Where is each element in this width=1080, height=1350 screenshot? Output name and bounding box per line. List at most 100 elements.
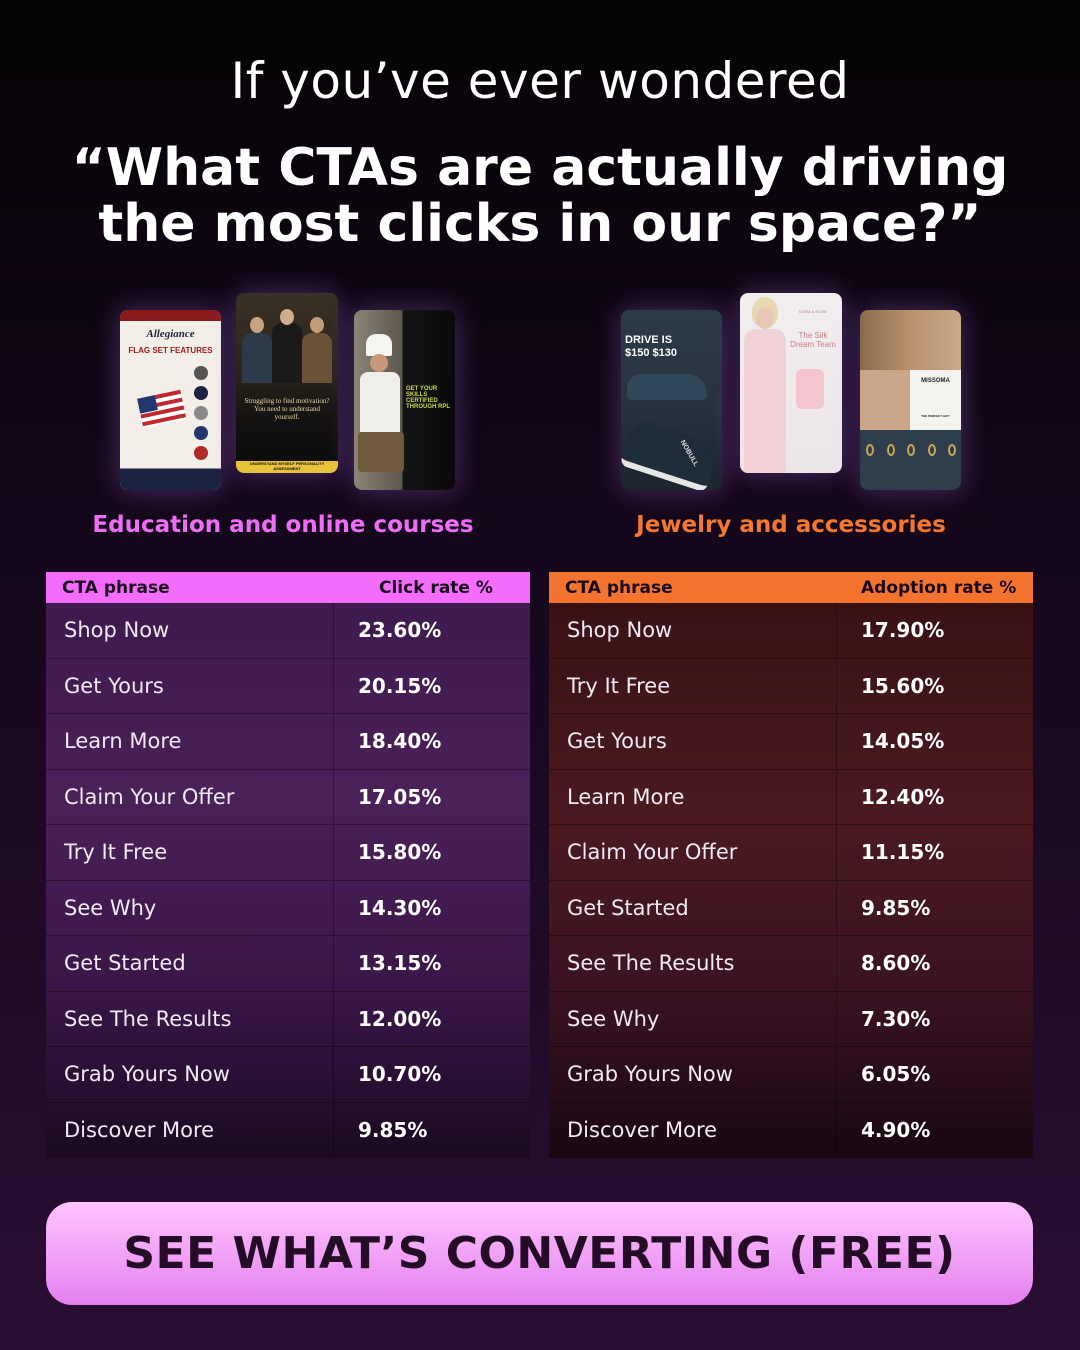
silk-text: The Silk Dream Team bbox=[790, 331, 836, 349]
table-row: Learn More 18.40% bbox=[46, 714, 530, 770]
table-row: Learn More 12.40% bbox=[549, 769, 1033, 825]
adoption-rate: 12.40% bbox=[861, 784, 945, 809]
jewelry-cta-table: CTA phrase Adoption rate % Shop Now 17.90… bbox=[549, 572, 1033, 1158]
shoe-graphic-top bbox=[627, 374, 707, 400]
table-row: Get Yours 20.15% bbox=[46, 658, 530, 714]
table-row: See The Results 12.00% bbox=[46, 991, 530, 1047]
cta-phrase: Shop Now bbox=[549, 603, 837, 658]
table-row: Try It Free 15.80% bbox=[46, 825, 530, 881]
cta-phrase: Get Yours bbox=[549, 714, 837, 769]
cta-phrase: See The Results bbox=[549, 936, 837, 991]
allegiance-heading: FLAG SET FEATURES bbox=[128, 346, 213, 355]
table-row: Grab Yours Now 6.05% bbox=[549, 1047, 1033, 1103]
cta-phrase: See Why bbox=[549, 991, 837, 1046]
jewelry-photo-left bbox=[860, 370, 910, 430]
table-row: Shop Now 17.90% bbox=[549, 603, 1033, 659]
adoption-rate: 8.60% bbox=[861, 951, 931, 976]
cta-phrase: See The Results bbox=[46, 991, 334, 1046]
headline-question: “What CTAs are actually driving the most… bbox=[71, 138, 1009, 254]
people-graphic bbox=[242, 303, 332, 383]
table-row: Claim Your Offer 11.15% bbox=[549, 825, 1033, 881]
table-row: Get Started 13.15% bbox=[46, 936, 530, 992]
ad-thumbnail-allegiance: Allegiance FLAG SET FEATURES bbox=[120, 310, 221, 490]
ad-thumbnail-silk: DORA & ROSE The Silk Dream Team bbox=[740, 293, 842, 473]
table-body: Shop Now 23.60% Get Yours 20.15% Learn Mor… bbox=[46, 603, 530, 1158]
click-rate: 12.00% bbox=[358, 1006, 442, 1031]
table-row: Shop Now 23.60% bbox=[46, 603, 530, 659]
ad-thumbnail-chef: GET YOUR SKILLS CERTIFIED THROUGH RPL bbox=[354, 310, 455, 490]
cta-phrase: Claim Your Offer bbox=[46, 769, 334, 824]
allegiance-brand: Allegiance bbox=[146, 328, 195, 340]
feature-icons bbox=[194, 366, 212, 460]
category-title-education: Education and online courses bbox=[92, 512, 474, 538]
column-header-rate: Click rate % bbox=[379, 577, 493, 598]
adoption-rate: 4.90% bbox=[861, 1118, 931, 1143]
cta-phrase: Get Started bbox=[46, 936, 334, 991]
table-row: See Why 7.30% bbox=[549, 991, 1033, 1047]
shoe-text: DRIVE IS $150 $130 bbox=[625, 334, 677, 359]
ad-thumbnail-missoma: MISSOMA THE PERFECT GIFT bbox=[860, 310, 961, 490]
cta-phrase: Try It Free bbox=[46, 825, 334, 880]
jewelry-photo-top bbox=[860, 310, 961, 370]
model-graphic bbox=[742, 293, 788, 473]
click-rate: 15.80% bbox=[358, 840, 442, 865]
column-header-phrase: CTA phrase bbox=[62, 577, 170, 598]
personality-footer bbox=[236, 461, 338, 473]
cta-phrase: Claim Your Offer bbox=[549, 825, 837, 880]
chef-text: GET YOUR SKILLS CERTIFIED THROUGH RPL bbox=[406, 386, 450, 410]
chef-graphic bbox=[358, 334, 404, 474]
missoma-text: THE PERFECT GIFT bbox=[921, 414, 950, 418]
cta-phrase: Shop Now bbox=[46, 603, 334, 658]
jewelry-panel bbox=[910, 370, 961, 430]
ad-thumbnail-shoes: DRIVE IS $150 $130 NOBULL bbox=[621, 310, 722, 490]
table-row: Get Started 9.85% bbox=[549, 880, 1033, 936]
cta-phrase: Learn More bbox=[46, 714, 334, 769]
adoption-rate: 17.90% bbox=[861, 618, 945, 643]
see-whats-converting-button[interactable]: SEE WHAT’S CONVERTING (FREE) bbox=[46, 1202, 1033, 1305]
click-rate: 23.60% bbox=[358, 618, 442, 643]
pajama-graphic bbox=[796, 369, 824, 409]
click-rate: 13.15% bbox=[358, 951, 442, 976]
earrings-graphic bbox=[866, 444, 956, 456]
table-row: Get Yours 14.05% bbox=[549, 714, 1033, 770]
headline-intro: If you’ve ever wondered bbox=[230, 52, 850, 110]
table-row: Claim Your Offer 17.05% bbox=[46, 769, 530, 825]
education-cta-table: CTA phrase Click rate % Shop Now 23.60% G… bbox=[46, 572, 530, 1158]
click-rate: 17.05% bbox=[358, 784, 442, 809]
click-rate: 14.30% bbox=[358, 895, 442, 920]
table-row: Try It Free 15.60% bbox=[549, 658, 1033, 714]
click-rate: 18.40% bbox=[358, 729, 442, 754]
personality-footer-text: UNDERSTAND MYSELF PERSONALITY ASSESSMENT bbox=[249, 461, 325, 471]
personality-text: Struggling to find motivation? You need … bbox=[244, 397, 330, 421]
table-row: Discover More 4.90% bbox=[549, 1102, 1033, 1158]
flag-graphic bbox=[137, 389, 187, 429]
cta-phrase: Grab Yours Now bbox=[46, 1047, 334, 1102]
cta-phrase: Learn More bbox=[549, 769, 837, 824]
click-rate: 20.15% bbox=[358, 673, 442, 698]
adoption-rate: 7.30% bbox=[861, 1006, 931, 1031]
table-row: Discover More 9.85% bbox=[46, 1102, 530, 1158]
cta-phrase: Grab Yours Now bbox=[549, 1047, 837, 1102]
table-row: See The Results 8.60% bbox=[549, 936, 1033, 992]
click-rate: 10.70% bbox=[358, 1062, 442, 1087]
ad-thumbnail-personality: Struggling to find motivation? You need … bbox=[236, 293, 338, 473]
table-row: Grab Yours Now 10.70% bbox=[46, 1047, 530, 1103]
missoma-brand: MISSOMA bbox=[921, 378, 950, 384]
table-header: CTA phrase Click rate % bbox=[46, 572, 530, 603]
column-header-phrase: CTA phrase bbox=[565, 577, 673, 598]
cta-phrase: See Why bbox=[46, 880, 334, 935]
adoption-rate: 11.15% bbox=[861, 840, 945, 865]
cta-phrase: Get Started bbox=[549, 880, 837, 935]
column-header-rate: Adoption rate % bbox=[861, 577, 1017, 598]
silk-brand: DORA & ROSE bbox=[799, 309, 827, 314]
category-title-jewelry: Jewelry and accessories bbox=[636, 512, 946, 538]
adoption-rate: 6.05% bbox=[861, 1062, 931, 1087]
adoption-rate: 15.60% bbox=[861, 673, 945, 698]
cta-phrase: Try It Free bbox=[549, 658, 837, 713]
cta-phrase: Discover More bbox=[549, 1102, 837, 1158]
table-row: See Why 14.30% bbox=[46, 880, 530, 936]
table-header: CTA phrase Adoption rate % bbox=[549, 572, 1033, 603]
cta-phrase: Get Yours bbox=[46, 658, 334, 713]
click-rate: 9.85% bbox=[358, 1118, 428, 1143]
adoption-rate: 9.85% bbox=[861, 895, 931, 920]
